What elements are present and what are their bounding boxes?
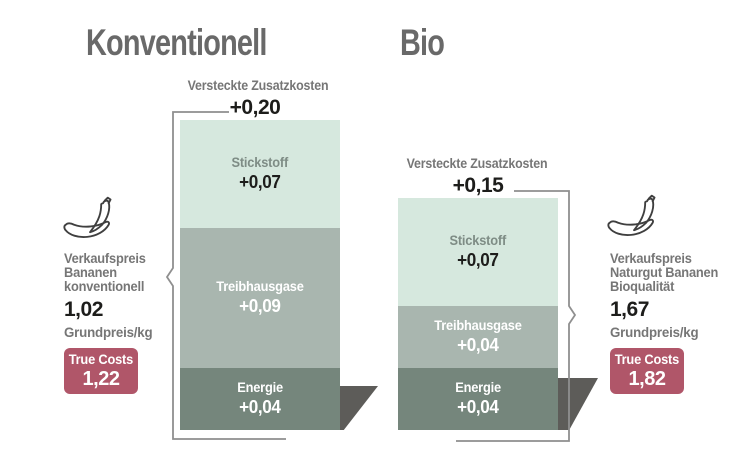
banana-icon-left [62,196,118,246]
true-costs-label: True Costs [614,351,680,367]
true-costs-label: True Costs [68,351,134,367]
product-label-line: Bioqualität [610,279,675,294]
segment-value: +0,04 [457,397,499,417]
bar-segment-stickstoff-left: Stickstoff +0,07 [180,120,340,228]
bar-shadow-left [340,386,378,430]
segment-value: +0,07 [457,250,499,270]
bar-segment-treibhausgase-right: Treibhausgase +0,04 [398,306,558,368]
hidden-costs-label-right: Versteckte Zusatzkosten [406,156,548,171]
product-label-line: Naturgut Bananen [610,265,719,280]
segment-label: Stickstoff [231,155,289,170]
product-label-line: Verkaufspreis [610,251,692,266]
base-price-unit-right: Grundpreis/kg [610,324,699,340]
base-price-right: 1,67 [610,298,649,321]
stacked-bar-left: Stickstoff +0,07 Treibhausgase +0,09 Ene… [180,120,340,430]
base-price-left: 1,02 [64,298,103,321]
segment-value: +0,09 [239,296,281,316]
hidden-costs-total-left: +0,20 [229,96,281,119]
segment-value: +0,04 [457,335,499,355]
product-label-line: konventionell [64,279,145,294]
segment-label: Treibhausgase [216,279,304,294]
bracket-connector-right [456,190,577,442]
product-label-line: Bananen [64,265,117,280]
bar-segment-treibhausgase-left: Treibhausgase +0,09 [180,228,340,368]
product-info-left: Verkaufspreis Bananen konventionell 1,02… [64,252,184,394]
segment-label: Energie [455,380,501,395]
bar-segment-energie-left: Energie +0,04 [180,368,340,430]
bar-segment-energie-right: Energie +0,04 [398,368,558,430]
hidden-costs-total-right: +0,15 [452,174,504,197]
true-costs-value-left: 1,22 [82,367,120,390]
base-price-unit-left: Grundpreis/kg [64,324,153,340]
segment-label: Stickstoff [449,233,507,248]
hidden-costs-label-left: Versteckte Zusatzkosten [187,78,329,93]
segment-label: Treibhausgase [434,318,522,333]
segment-value: +0,07 [239,172,281,192]
bracket-connector-left [165,111,286,440]
chart-title-konventionell: Konventionell [86,22,267,63]
chart-title-bio: Bio [400,22,445,63]
segment-value: +0,04 [239,397,281,417]
true-costs-badge-left: True Costs 1,22 [64,348,138,394]
true-costs-value-right: 1,82 [628,367,666,390]
stacked-bar-right: Stickstoff +0,07 Treibhausgase +0,04 Ene… [398,198,558,430]
product-info-right: Verkaufspreis Naturgut Bananen Bioqualit… [610,252,730,394]
segment-label: Energie [237,380,283,395]
product-label-line: Verkaufspreis [64,251,146,266]
bar-segment-stickstoff-right: Stickstoff +0,07 [398,198,558,306]
true-costs-badge-right: True Costs 1,82 [610,348,684,394]
banana-icon-right [606,194,662,244]
